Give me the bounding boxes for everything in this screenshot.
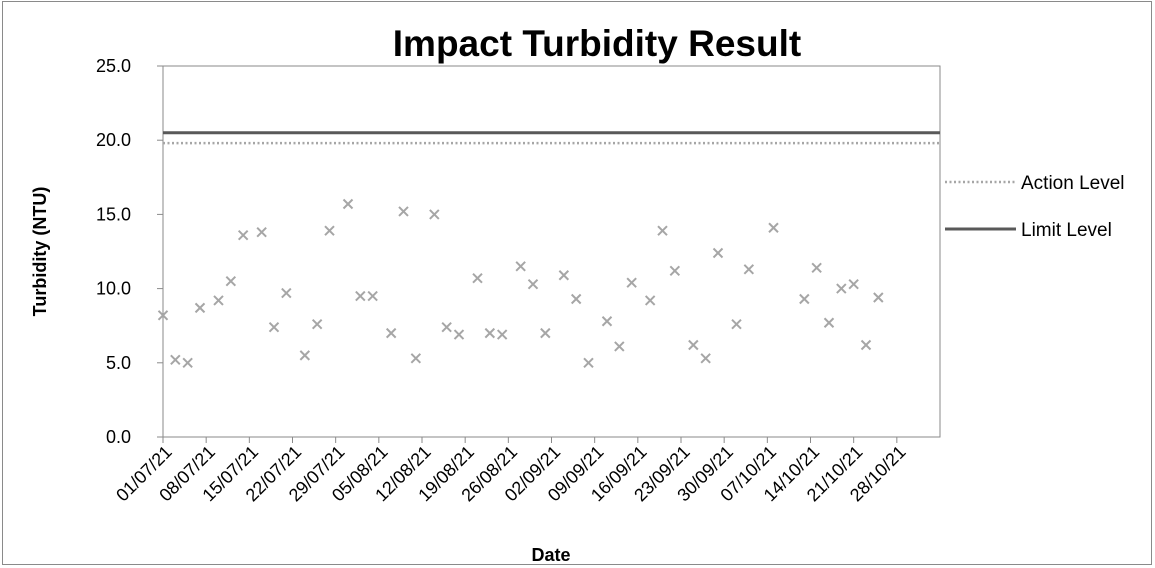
data-point [170, 354, 181, 366]
data-point [848, 278, 859, 290]
data-point [484, 327, 496, 339]
data-point [731, 319, 742, 330]
y-tick-label: 5.0 [106, 353, 131, 373]
legend-label: Action Level [1021, 173, 1125, 194]
data-point [860, 339, 872, 351]
data-point [768, 222, 779, 233]
chart-title: Impact Turbidity Result [393, 23, 801, 64]
data-point [398, 206, 409, 217]
data-point [225, 275, 237, 287]
x-axis-title: Date [531, 545, 570, 565]
data-point [688, 339, 699, 351]
y-tick-label: 15.0 [96, 204, 131, 224]
data-point [453, 329, 465, 340]
data-point [743, 264, 755, 275]
data-point [472, 273, 483, 284]
data-point [355, 290, 366, 302]
data-point [700, 353, 711, 364]
data-point [385, 327, 397, 339]
data-point [213, 295, 224, 306]
data-point [657, 225, 668, 236]
data-point [836, 283, 847, 294]
data-point [669, 265, 681, 276]
data-point [496, 329, 508, 340]
data-point [311, 319, 323, 330]
data-point [614, 341, 625, 352]
data-point [256, 227, 267, 238]
data-point [873, 292, 884, 303]
data-point [558, 270, 570, 281]
data-point [441, 321, 452, 333]
data-point [429, 209, 440, 220]
data-point [823, 317, 835, 328]
data-point [601, 316, 613, 327]
data-point [194, 302, 206, 314]
data-point [540, 327, 551, 339]
data-point [237, 229, 249, 241]
data-point [281, 287, 292, 299]
legend-label: Limit Level [1021, 220, 1112, 241]
y-tick-label: 0.0 [106, 427, 131, 447]
plot-area [162, 65, 941, 438]
data-point [811, 262, 822, 274]
data-point [367, 290, 378, 302]
data-point [342, 198, 354, 210]
data-point [644, 295, 656, 306]
data-point [712, 247, 724, 259]
data-point [410, 353, 422, 364]
data-point [268, 321, 280, 333]
y-tick-label: 10.0 [96, 279, 131, 299]
data-point [799, 293, 810, 305]
data-point [324, 225, 335, 236]
data-point [527, 278, 539, 290]
y-tick-label: 20.0 [96, 130, 131, 150]
y-axis-title: Turbidity (NTU) [30, 187, 50, 317]
data-point [570, 293, 582, 305]
data-point [157, 310, 169, 321]
data-point [626, 277, 637, 288]
data-point [182, 357, 193, 369]
data-point [583, 357, 594, 369]
y-tick-label: 25.0 [96, 56, 131, 76]
data-point [299, 350, 311, 361]
data-point [515, 261, 526, 272]
